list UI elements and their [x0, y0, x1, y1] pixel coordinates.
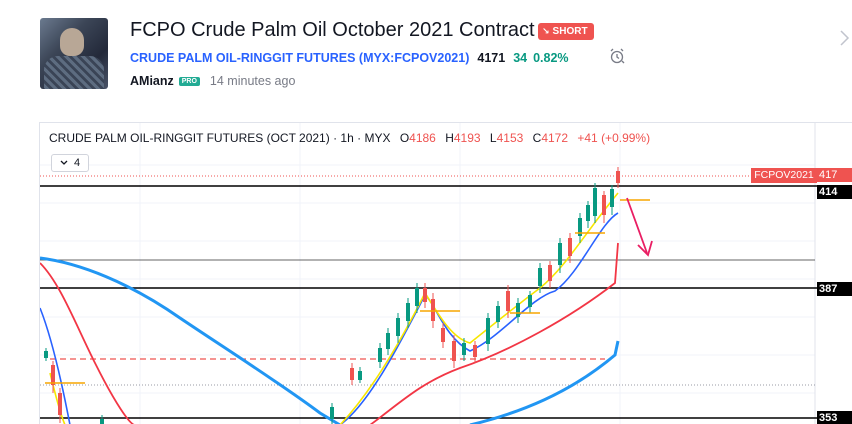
legend-open: 4186 [409, 131, 436, 145]
trend-down-icon: ↘ [542, 26, 550, 36]
idea-title: FCPO Crude Palm Oil October 2021 Contrac… [130, 19, 535, 41]
avatar-shirt [44, 56, 104, 89]
legend-close-key: C [532, 131, 542, 145]
ma-blue-long [40, 256, 341, 424]
legend-interval: 1h [340, 131, 354, 145]
price-change: 34 [513, 51, 528, 65]
candles-left [44, 348, 104, 424]
chart-canvas [40, 123, 852, 424]
indicators-toggle[interactable]: 4 [51, 154, 89, 172]
author-avatar[interactable] [40, 18, 108, 89]
last-price-tag: 417 [817, 168, 852, 182]
chevron-right-icon[interactable] [838, 28, 852, 48]
projection-arrow-shaft[interactable] [626, 197, 648, 254]
ma-blue-short-right [339, 212, 619, 424]
projection-arrow-head [637, 240, 653, 257]
price-chart[interactable]: 430 420 410 400 390 380 370 360 [39, 122, 852, 424]
chevron-down-icon [60, 160, 68, 165]
author-row: AMianz PRO 14 minutes ago [130, 74, 295, 88]
level-tag-414: 414 [817, 185, 852, 199]
chart-legend: CRUDE PALM OIL-RINGGIT FUTURES (OCT 2021… [49, 131, 651, 145]
ma-red-left [40, 262, 135, 424]
published-time: 14 minutes ago [209, 74, 296, 88]
indicator-count: 4 [73, 157, 81, 169]
ma-red-right [369, 242, 619, 424]
symbol-link[interactable]: CRUDE PALM OIL-RINGGIT FUTURES (MYX:FCPO… [130, 51, 470, 65]
legend-low-key: L [489, 131, 497, 145]
author-name[interactable]: AMianz [130, 74, 174, 88]
level-tag-353: 353 [817, 411, 852, 424]
candles-right [330, 167, 620, 424]
legend-high-key: H [445, 131, 454, 145]
level-tag-387: 387 [817, 282, 852, 296]
pivot-marks [45, 199, 650, 384]
legend-high: 4193 [453, 131, 481, 145]
alarm-clock-icon[interactable] [608, 47, 626, 65]
last-price: 4171 [477, 51, 506, 65]
legend-close: 4172 [541, 131, 569, 145]
short-badge: ↘ SHORT [538, 23, 594, 40]
ma-yellow-right [339, 192, 619, 424]
avatar-face [60, 28, 84, 56]
pro-badge: PRO [178, 76, 200, 86]
symbol-row: CRUDE PALM OIL-RINGGIT FUTURES (MYX:FCPO… [130, 51, 569, 65]
legend-open-key: O [399, 131, 410, 145]
ma-blue-long-right [469, 340, 620, 424]
grid [40, 123, 815, 424]
legend-change: +41 (+0.99%) [577, 131, 651, 145]
symbol-price-tag: FCPOV2021 [751, 168, 817, 183]
price-change-percent: 0.82% [533, 51, 569, 65]
legend-symbol-name: CRUDE PALM OIL-RINGGIT FUTURES (OCT 2021… [49, 131, 330, 145]
legend-low: 4153 [496, 131, 524, 145]
legend-exchange: MYX [364, 131, 391, 145]
short-badge-label: SHORT [552, 26, 588, 37]
ma-blue-short-left [40, 307, 71, 424]
